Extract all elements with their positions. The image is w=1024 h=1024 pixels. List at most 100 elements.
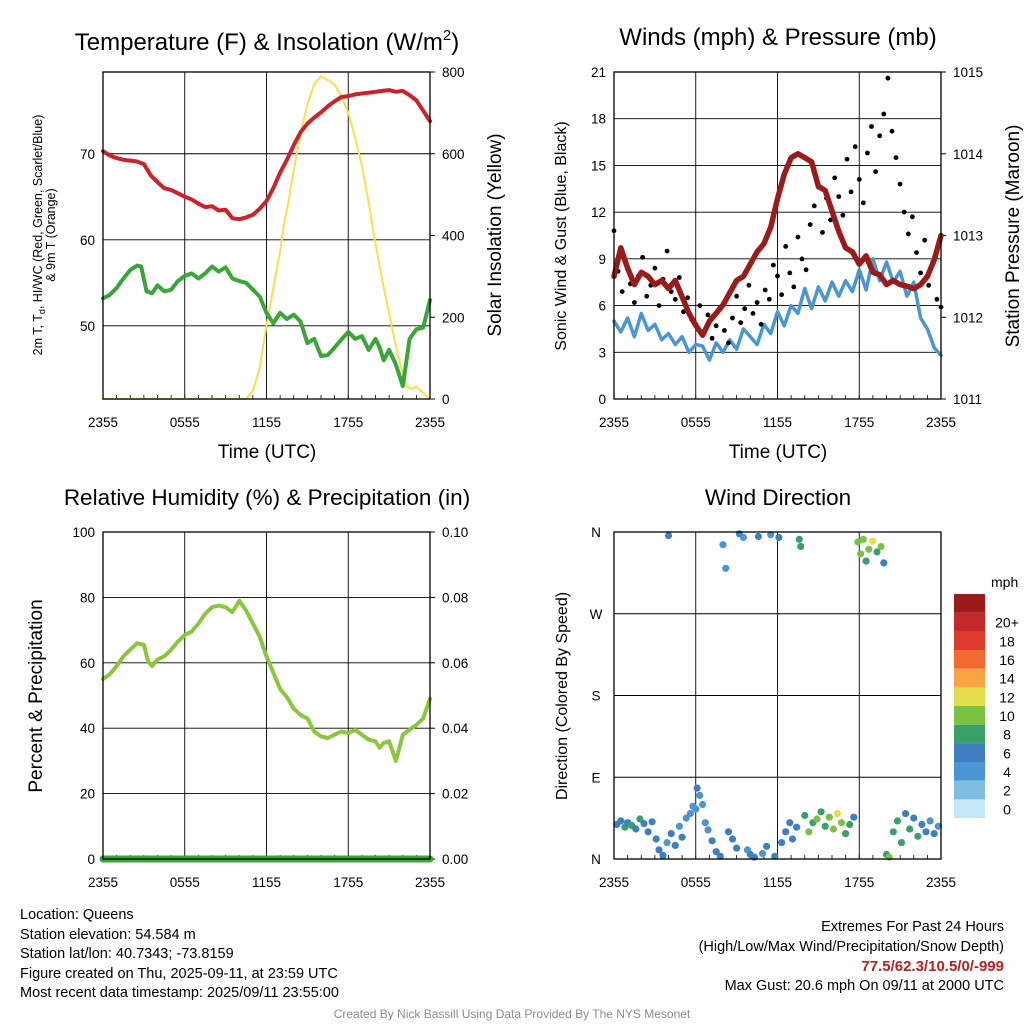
gust-point [779, 292, 784, 298]
x-tick-label: 0555 [170, 875, 200, 890]
extremes-info: Extremes For Past 24 Hours (High/Low/Max… [699, 918, 1004, 996]
y-tick-label-left: 15 [591, 158, 606, 173]
gust-point [787, 270, 793, 276]
direction-point [857, 550, 865, 558]
rh-ylabel-left: Percent & Precipitation [26, 599, 47, 792]
direction-point [889, 828, 897, 836]
direction-point [617, 817, 625, 825]
direction-point [675, 822, 684, 830]
gust-point [705, 312, 711, 318]
direction-point [854, 538, 862, 546]
gust-point [750, 311, 756, 316]
y-tick-label-left: 18 [591, 112, 606, 127]
temperature-ylabel-left-line2: & 9m T (Orange) [44, 188, 58, 281]
direction-point [786, 819, 794, 827]
gust-point [803, 267, 809, 273]
x-tick-label: 0555 [170, 415, 200, 430]
y-tick-label-left: 20 [80, 787, 95, 802]
direction-point [767, 531, 775, 539]
direction-point [640, 820, 648, 828]
x-tick-label: 1755 [333, 875, 363, 890]
temperature-title: Temperature (F) & Insolation (W/m2) [75, 27, 459, 56]
direction-point [869, 537, 877, 545]
wind-speed-line [612, 257, 943, 362]
y-tick-label-right: 600 [442, 147, 465, 162]
gust-point [922, 237, 928, 243]
colorbar-swatch [954, 687, 985, 706]
direction-point [885, 853, 893, 861]
gust-point [742, 306, 748, 312]
gust-point [926, 282, 932, 288]
temperature-xlabel: Time (UTC) [218, 442, 317, 463]
colorbar-label: 20+ [995, 615, 1019, 631]
wind-title: Winds (mph) & Pressure (mb) [619, 24, 936, 51]
colorbar-swatch [954, 762, 985, 781]
y-tick-label-left: 3 [598, 345, 606, 360]
gust-point [860, 200, 866, 206]
y-tick-label-right: 0.06 [442, 656, 468, 671]
gust-point [856, 177, 862, 182]
y-tick-label-right: 1014 [953, 147, 984, 162]
direction-point [918, 820, 926, 829]
x-tick-label: 1155 [763, 415, 792, 430]
x-tick-label: 0555 [681, 415, 711, 430]
direction-point [686, 810, 694, 818]
direction-point [829, 825, 838, 833]
direction-tick-label: E [591, 770, 600, 785]
gust-point [672, 296, 678, 302]
gust-point [640, 254, 645, 260]
gust-point [848, 189, 854, 195]
direction-point [922, 828, 930, 836]
direction-point [754, 532, 763, 541]
direction-point [724, 828, 733, 836]
y-tick-label-right: 0 [442, 392, 450, 407]
direction-point [655, 846, 663, 854]
gust-point [820, 230, 825, 235]
plot-frame [613, 531, 942, 860]
gust-point [832, 175, 838, 181]
direction-tick-label: N [591, 525, 601, 540]
y-tick-label-left: 50 [80, 319, 95, 334]
colorbar-title: mph [991, 574, 1018, 590]
colorbar-swatch [954, 724, 985, 744]
direction-point [926, 817, 934, 825]
gust-point [713, 323, 719, 329]
y-tick-label-left: 9 [598, 252, 606, 267]
gust-point [934, 296, 940, 302]
y-tick-label-right: 800 [442, 65, 465, 80]
gust-point [677, 275, 682, 280]
wind-ylabel-left: Sonic Wind & Gust (Blue, Black) [553, 121, 570, 350]
gust-point [652, 265, 658, 271]
colorbar-label: 18 [999, 633, 1015, 649]
direction-point [893, 817, 902, 825]
recent-data-text: Most recent data timestamp: 2025/09/11 2… [20, 985, 339, 1001]
x-tick-label: 2355 [926, 415, 956, 430]
gust-point [901, 209, 907, 215]
created-text: Figure created on Thu, 2025-09-11, at 23… [20, 965, 338, 982]
gust-point [681, 309, 686, 315]
direction-point [771, 852, 779, 860]
y-tick-label-left: 21 [591, 65, 606, 80]
direction-point [692, 805, 700, 813]
gust-point [893, 155, 899, 161]
gust-point [685, 295, 690, 301]
gust-point [905, 231, 911, 237]
direction-point [842, 830, 850, 838]
y-tick-label-right: 200 [442, 310, 465, 325]
direction-point [648, 818, 656, 826]
direction-point [699, 800, 707, 809]
direction-point [728, 835, 737, 843]
gust-point [844, 156, 850, 162]
temperature-ylabel-left: 2m T, Td, HI/WC (Red, Green, Scarlet/Blu… [31, 115, 47, 356]
colorbar-label: 4 [1003, 764, 1011, 780]
x-tick-label: 2355 [599, 415, 629, 430]
direction-point [877, 542, 885, 551]
direction-tick-label: N [591, 852, 601, 867]
y-tick-label-right: 1011 [953, 392, 982, 407]
y-tick-label-left: 60 [80, 233, 95, 248]
gust-point [754, 300, 760, 305]
direction-point [632, 825, 640, 833]
wind-xlabel: Time (UTC) [729, 442, 828, 463]
direction-point [708, 837, 716, 845]
